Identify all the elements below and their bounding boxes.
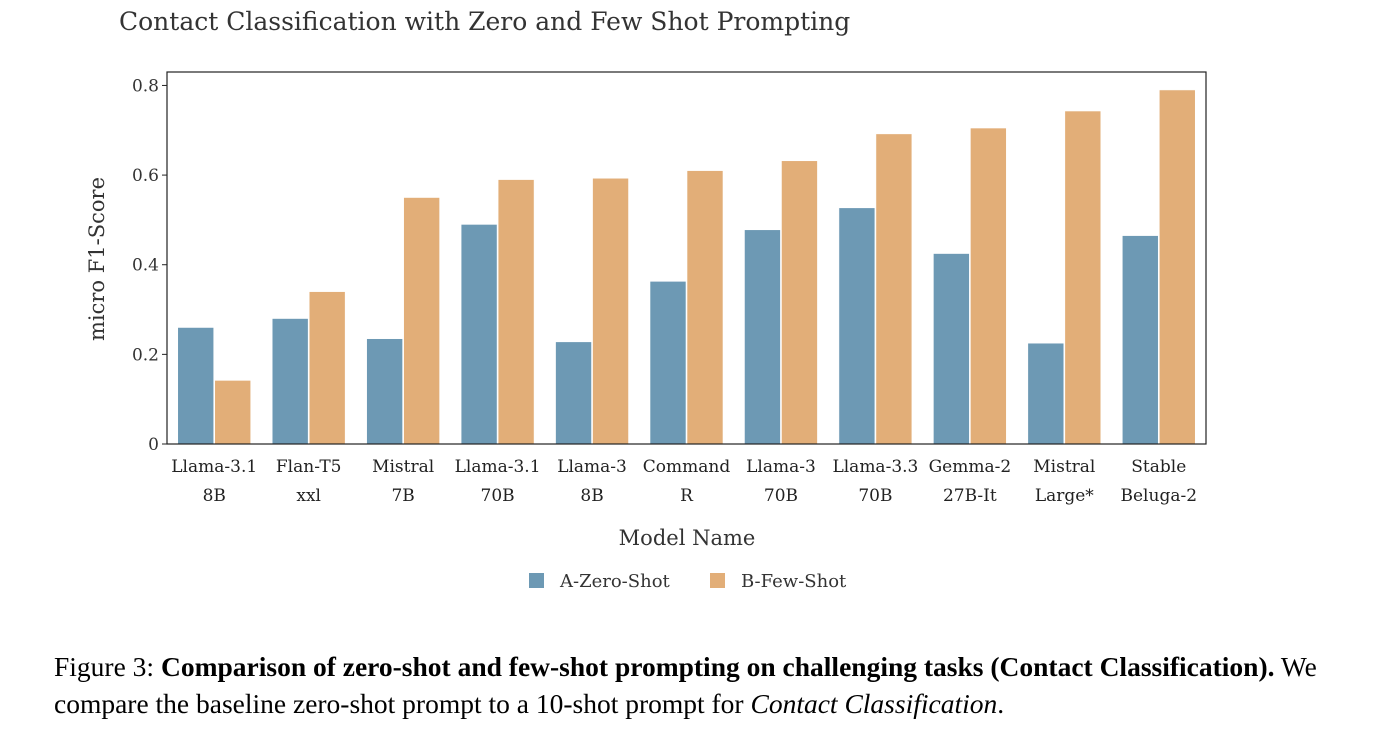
y-axis-label: micro F1-Score [85,177,109,341]
y-tick-label: 0.8 [132,76,159,96]
plot-frame [166,71,1207,445]
x-tick-label: Stable [1131,457,1186,477]
x-tick-label: Llama-3.3 [832,457,918,477]
legend-swatch-0 [529,573,544,588]
bar-zero-shot-3 [460,224,498,445]
bar-zero-shot-8 [933,253,970,445]
bar-few-shot-1 [308,291,346,445]
plot-area [177,89,1196,445]
bar-zero-shot-5 [649,281,687,445]
bar-few-shot-5 [686,170,724,445]
bar-zero-shot-6 [744,229,781,445]
bar-few-shot-8 [970,127,1007,445]
x-tick-label: Beluga-2 [1121,486,1198,506]
bar-few-shot-0 [214,380,252,445]
caption-text: We compare the baseline zero-shot prompt… [54,651,1317,719]
x-tick-label: Llama-3.1 [171,457,257,477]
x-tick-label: 8B [203,486,226,506]
x-axis-label: Model Name [619,526,756,550]
y-tick-label: 0.6 [132,166,159,186]
legend-label-1: B-Few-Shot [741,571,847,592]
bar-few-shot-9 [1064,110,1102,445]
bar-zero-shot-7 [838,207,876,445]
bar-zero-shot-2 [366,338,403,445]
x-tick-label: Llama-3.1 [455,457,541,477]
x-tick-label: Command [643,457,731,477]
x-tick-label: Llama-3 [557,457,627,477]
x-axis: Llama-3.1 8B Flan-T5 xxl Mistral 7B Llama-3.1 7… [171,457,1197,506]
caption-bold: Comparison of zero-shot and few-shot pro… [160,651,1275,682]
y-tick-label: 0.2 [132,345,159,365]
x-tick-label: 27B-It [943,486,997,506]
x-tick-label: 70B [764,486,798,506]
y-tick-label: 0.4 [132,256,159,276]
y-axis: 0 0.2 0.4 0.6 0.8 [132,76,167,455]
bar-zero-shot-10 [1121,235,1159,445]
bar-zero-shot-0 [177,327,215,445]
x-tick-label: 8B [580,486,603,506]
x-tick-label: Large* [1035,486,1094,506]
x-tick-label: xxl [296,486,321,506]
legend-swatch-1 [710,573,725,588]
figure-caption: Figure 3: Comparison of zero-shot and fe… [54,648,1324,722]
bar-chart: Contact Classification with Zero and Few… [85,7,1207,592]
chart-title: Contact Classification with Zero and Few… [119,7,850,36]
bar-few-shot-6 [781,160,818,445]
bar-few-shot-4 [592,177,629,445]
caption-end: . [997,688,1005,719]
bar-few-shot-2 [403,197,440,445]
x-tick-label: Mistral [1033,457,1095,477]
x-tick-label: 7B [391,486,414,506]
bar-few-shot-10 [1158,89,1196,445]
x-tick-label: Gemma-2 [929,457,1012,477]
bar-zero-shot-9 [1027,342,1065,445]
legend-label-0: A-Zero-Shot [559,571,671,592]
x-tick-label: Flan-T5 [276,457,342,477]
caption-italic: Contact Classification [750,688,998,719]
x-tick-label: R [680,486,694,506]
x-tick-label: Mistral [372,457,434,477]
bar-zero-shot-1 [271,318,309,445]
x-tick-label: 70B [858,486,892,506]
x-tick-label: Llama-3 [746,457,816,477]
x-tick-label: 70B [481,486,515,506]
legend: A-Zero-Shot B-Few-Shot [529,571,847,592]
y-tick-label: 0 [148,435,159,455]
bar-few-shot-7 [875,133,913,445]
bar-few-shot-3 [497,179,535,445]
caption-label: Figure 3: [54,651,161,682]
bar-zero-shot-4 [555,341,592,445]
